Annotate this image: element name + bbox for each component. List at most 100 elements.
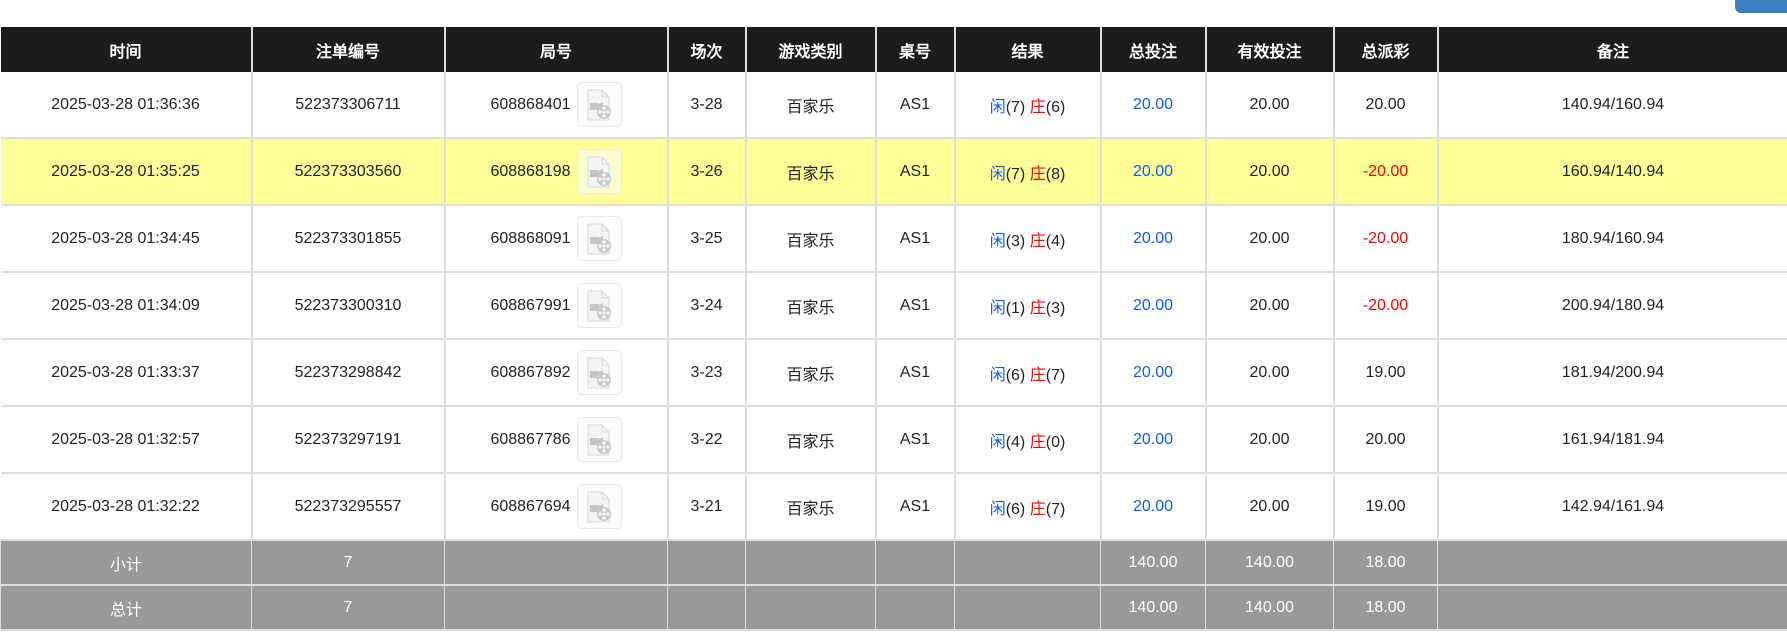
header-table-no: 桌号 — [874, 27, 955, 72]
payout: 20.00 — [1332, 406, 1438, 474]
session: 3-26 — [666, 138, 746, 206]
banker-label: 庄 — [1029, 165, 1046, 183]
header-valid-bet: 有效投注 — [1204, 27, 1334, 72]
summary-label: 总计 — [0, 585, 252, 631]
bet-time: 2025-03-28 01:36:36 — [0, 72, 252, 139]
empty-cell — [745, 585, 876, 631]
banker-score: (3) — [1045, 299, 1066, 317]
player-label: 闲 — [989, 165, 1006, 183]
table-no: AS1 — [874, 72, 955, 139]
empty-cell — [1437, 585, 1787, 631]
header-round: 局号 — [443, 27, 668, 72]
total-bet: 20.00 — [1099, 72, 1206, 139]
table-row: 2025-03-28 01:34:09 522373300310 608867991… — [0, 272, 1787, 340]
header-session: 场次 — [666, 27, 746, 72]
round-number: 608867892 — [490, 363, 571, 381]
player-score: (1) — [1005, 299, 1026, 317]
table-row: 2025-03-28 01:35:25 522373303560 608868198… — [0, 138, 1787, 206]
video-file-icon[interactable] — [576, 283, 622, 328]
header-game-type: 游戏类别 — [744, 27, 876, 72]
round-number: 608868091 — [490, 229, 571, 247]
banker-label: 庄 — [1029, 366, 1046, 384]
total-bet: 20.00 — [1099, 205, 1206, 273]
round-number: 608867786 — [490, 430, 571, 448]
game-type: 百家乐 — [744, 272, 876, 340]
banker-label: 庄 — [1029, 98, 1046, 116]
bet-time: 2025-03-28 01:32:22 — [0, 473, 252, 541]
bet-time: 2025-03-28 01:33:37 — [0, 339, 252, 407]
payout: 19.00 — [1332, 339, 1438, 407]
player-score: (4) — [1005, 433, 1026, 451]
header-note: 备注 — [1436, 27, 1787, 72]
table-row: 2025-03-28 01:34:45 522373301855 608868091… — [0, 205, 1787, 273]
round-cell: 608868091 — [443, 205, 668, 273]
player-score: (6) — [1005, 500, 1026, 518]
top-right-button[interactable] — [1735, 0, 1787, 13]
bet-id: 522373297191 — [250, 406, 445, 474]
empty-cell — [745, 540, 876, 586]
player-label: 闲 — [989, 98, 1006, 116]
note: 142.94/161.94 — [1436, 473, 1787, 541]
empty-cell — [954, 585, 1101, 631]
table-header: 时间 注单编号 局号 场次 游戏类别 桌号 结果 总投注 有效投注 总派彩 备注 — [0, 27, 1787, 72]
game-type: 百家乐 — [744, 406, 876, 474]
banker-score: (4) — [1045, 232, 1066, 250]
note: 161.94/181.94 — [1436, 406, 1787, 474]
video-file-icon[interactable] — [576, 149, 622, 194]
payout: 20.00 — [1332, 72, 1438, 139]
session: 3-24 — [666, 272, 746, 340]
bet-time: 2025-03-28 01:34:45 — [0, 205, 252, 273]
empty-cell — [875, 585, 955, 631]
round-number: 608867694 — [490, 497, 571, 515]
total-bet: 20.00 — [1099, 473, 1206, 541]
video-file-icon[interactable] — [576, 484, 622, 529]
bet-id: 522373306711 — [250, 72, 445, 139]
empty-cell — [875, 540, 955, 586]
banker-label: 庄 — [1029, 232, 1046, 250]
video-file-icon[interactable] — [576, 82, 622, 127]
summary-valid-bet: 140.00 — [1205, 585, 1334, 631]
payout: -20.00 — [1332, 205, 1438, 273]
valid-bet: 20.00 — [1204, 72, 1334, 139]
session: 3-22 — [666, 406, 746, 474]
video-file-icon[interactable] — [576, 216, 622, 261]
summary-label: 小计 — [0, 540, 252, 586]
session: 3-23 — [666, 339, 746, 407]
player-label: 闲 — [989, 433, 1006, 451]
round-cell: 608867694 — [443, 473, 668, 541]
total-bet: 20.00 — [1099, 138, 1206, 206]
bet-id: 522373298842 — [250, 339, 445, 407]
banker-label: 庄 — [1029, 433, 1046, 451]
video-file-icon[interactable] — [576, 417, 622, 462]
round-number: 608868198 — [490, 162, 571, 180]
note: 160.94/140.94 — [1436, 138, 1787, 206]
table-no: AS1 — [874, 339, 955, 407]
session: 3-21 — [666, 473, 746, 541]
total-bet: 20.00 — [1099, 272, 1206, 340]
valid-bet: 20.00 — [1204, 406, 1334, 474]
banker-label: 庄 — [1029, 500, 1046, 518]
video-file-icon[interactable] — [576, 350, 622, 395]
player-label: 闲 — [989, 299, 1006, 317]
bet-id: 522373303560 — [250, 138, 445, 206]
summary-count: 7 — [251, 540, 445, 586]
player-label: 闲 — [989, 500, 1006, 518]
empty-cell — [954, 540, 1101, 586]
empty-cell — [1437, 540, 1787, 586]
table-no: AS1 — [874, 205, 955, 273]
bet-history-table: 时间 注单编号 局号 场次 游戏类别 桌号 结果 总投注 有效投注 总派彩 备注 2025-03-2… — [0, 27, 1787, 631]
result: 闲(6) 庄(7) — [953, 473, 1101, 541]
game-type: 百家乐 — [744, 339, 876, 407]
valid-bet: 20.00 — [1204, 205, 1334, 273]
result: 闲(3) 庄(4) — [953, 205, 1101, 273]
banker-score: (7) — [1045, 500, 1066, 518]
header-result: 结果 — [953, 27, 1101, 72]
table-row: 2025-03-28 01:32:22 522373295557 608867694… — [0, 473, 1787, 541]
player-label: 闲 — [989, 232, 1006, 250]
round-cell: 608868401 — [443, 72, 668, 139]
table-row: 2025-03-28 01:33:37 522373298842 608867892… — [0, 339, 1787, 407]
table-no: AS1 — [874, 406, 955, 474]
note: 181.94/200.94 — [1436, 339, 1787, 407]
summary-total-bet: 140.00 — [1100, 540, 1206, 586]
banker-score: (0) — [1045, 433, 1066, 451]
